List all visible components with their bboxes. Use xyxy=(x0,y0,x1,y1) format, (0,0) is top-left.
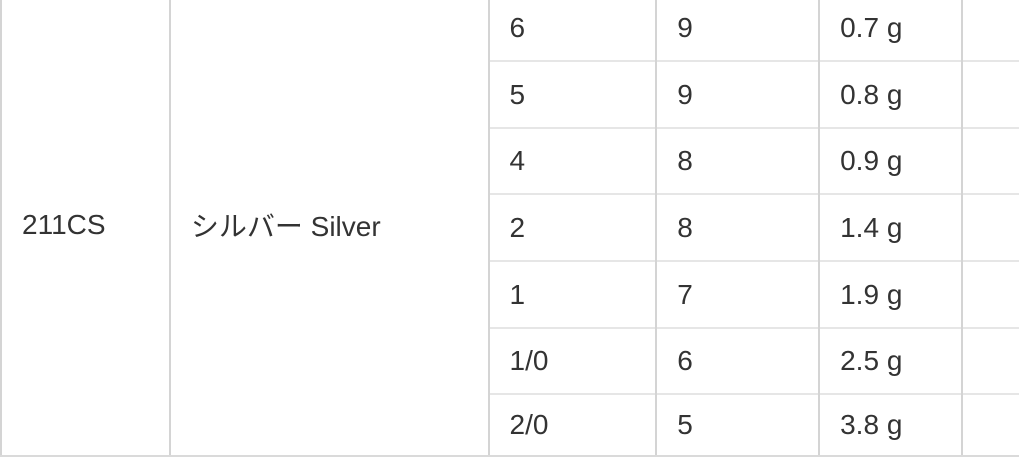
table-row: 1 7 1.9 g xyxy=(1,260,1019,328)
weight-cell: 0.9 g xyxy=(818,127,963,194)
extra-cell xyxy=(961,127,1019,194)
size-cell: 1/0 xyxy=(487,327,657,394)
weight-cell: 1.4 g xyxy=(818,193,963,261)
weight-cell: 0.7 g xyxy=(818,0,963,61)
extra-cell xyxy=(961,327,1019,394)
size-cell: 1 xyxy=(487,260,657,328)
table-row: 2/0 5 3.8 g xyxy=(1,393,1019,457)
size-cell: 2/0 xyxy=(487,393,657,457)
count-cell: 9 xyxy=(655,0,820,61)
size-cell: 6 xyxy=(487,0,657,61)
weight-cell: 1.9 g xyxy=(818,260,963,328)
size-cell: 5 xyxy=(487,60,657,128)
count-cell: 8 xyxy=(655,193,820,261)
count-cell: 6 xyxy=(655,327,820,394)
model-cell: 211CS xyxy=(0,0,170,457)
count-cell: 9 xyxy=(655,60,820,128)
weight-cell: 2.5 g xyxy=(818,327,963,394)
table-row: 2 8 1.4 g xyxy=(1,193,1019,261)
weight-cell: 0.8 g xyxy=(818,60,963,128)
table-row: 1/0 6 2.5 g xyxy=(1,327,1019,394)
extra-cell xyxy=(961,193,1019,261)
extra-cell xyxy=(961,60,1019,128)
size-cell: 4 xyxy=(487,127,657,194)
weight-cell: 3.8 g xyxy=(818,393,963,457)
table-row: 5 9 0.8 g xyxy=(1,60,1019,128)
color-cell: シルバー Silver xyxy=(168,0,489,457)
count-cell: 8 xyxy=(655,127,820,194)
size-cell: 2 xyxy=(487,193,657,261)
count-cell: 7 xyxy=(655,260,820,328)
table-row: 4 8 0.9 g xyxy=(1,127,1019,194)
extra-cell xyxy=(961,260,1019,328)
extra-cell xyxy=(961,393,1019,457)
count-cell: 5 xyxy=(655,393,820,457)
extra-cell xyxy=(961,0,1019,61)
